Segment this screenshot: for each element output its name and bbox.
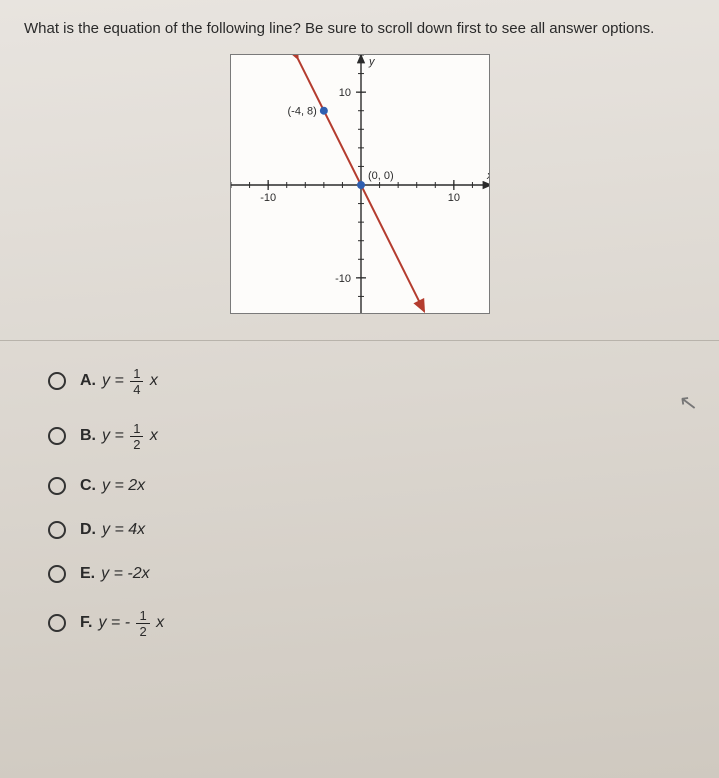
radio-button[interactable] <box>48 477 66 495</box>
svg-text:-10: -10 <box>260 192 276 204</box>
option-label: A.y = 14 x <box>80 367 158 396</box>
option-label: C.y = 2x <box>80 477 145 495</box>
option-c[interactable]: C.y = 2x <box>48 477 671 495</box>
option-b[interactable]: B.y = 12 x <box>48 422 671 451</box>
divider <box>0 340 719 341</box>
svg-text:x: x <box>486 170 490 182</box>
option-label: B.y = 12 x <box>80 422 158 451</box>
radio-button[interactable] <box>48 521 66 539</box>
radio-button[interactable] <box>48 427 66 445</box>
option-f[interactable]: F.y = - 12 x <box>48 609 671 638</box>
option-d[interactable]: D.y = 4x <box>48 521 671 539</box>
radio-button[interactable] <box>48 614 66 632</box>
graph-container: -10 10 -10 10 x y (-4, 8) (0, 0) <box>0 48 719 322</box>
cursor-icon: ↖ <box>677 389 699 417</box>
option-e[interactable]: E.y = -2x <box>48 565 671 583</box>
answer-options: A.y = 14 x B.y = 12 x C.y = 2x D.y = 4x E.y … <box>0 367 719 676</box>
option-label: F.y = - 12 x <box>80 609 164 638</box>
line-graph: -10 10 -10 10 x y (-4, 8) (0, 0) <box>230 54 490 314</box>
option-a[interactable]: A.y = 14 x <box>48 367 671 396</box>
option-label: E.y = -2x <box>80 565 150 583</box>
radio-button[interactable] <box>48 372 66 390</box>
radio-button[interactable] <box>48 565 66 583</box>
svg-text:(-4, 8): (-4, 8) <box>287 105 316 117</box>
question-text: What is the equation of the following li… <box>0 0 719 48</box>
svg-text:10: 10 <box>338 87 350 99</box>
option-label: D.y = 4x <box>80 521 145 539</box>
svg-text:10: 10 <box>447 192 459 204</box>
svg-text:(0, 0): (0, 0) <box>368 170 394 182</box>
svg-text:-10: -10 <box>335 273 351 285</box>
svg-text:y: y <box>368 56 376 68</box>
